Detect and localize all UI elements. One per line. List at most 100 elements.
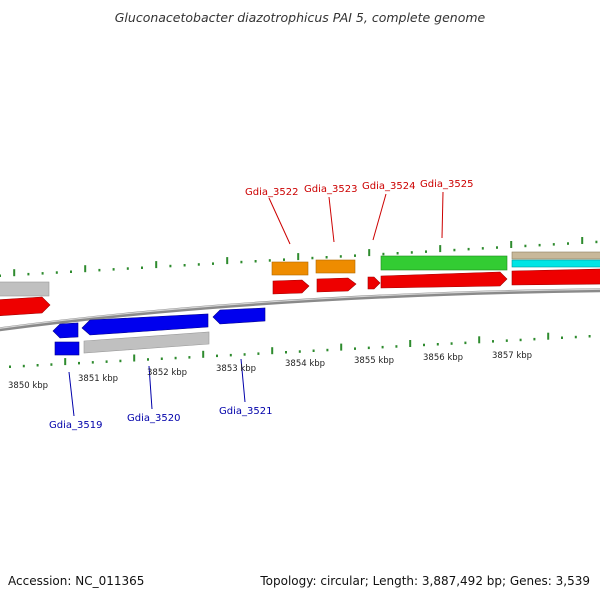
tick-minor (481, 247, 484, 250)
scale-label-3853: 3853 kbp (216, 364, 256, 374)
tick-minor (98, 268, 101, 272)
tick-major (13, 269, 16, 277)
green-feature-3525[interactable] (380, 255, 508, 271)
scale-label-3852: 3852 kbp (147, 368, 187, 378)
tick-minor (91, 361, 94, 364)
tick-minor (354, 254, 356, 257)
tick-minor (78, 361, 80, 365)
tick-minor (492, 340, 494, 343)
cyan-feature-right[interactable] (511, 259, 600, 268)
tick-major (547, 332, 550, 340)
tick-minor (243, 353, 246, 356)
tan-feature-right[interactable] (511, 251, 600, 260)
tick-minor (229, 353, 232, 357)
tick-minor (254, 260, 257, 263)
cds-arrow-right-red[interactable] (511, 268, 600, 286)
tick-minor (141, 266, 143, 269)
tick-major (340, 343, 343, 351)
gene-label-gdia-3523[interactable]: Gdia_3523 (304, 184, 357, 195)
tick-minor (160, 357, 163, 360)
cds-arrow-3522[interactable] (272, 279, 310, 295)
tick-minor (410, 251, 413, 254)
tick-minor (0, 274, 1, 277)
tick-minor (425, 250, 427, 253)
tick-minor (312, 349, 315, 352)
cds-block-3519b[interactable] (54, 341, 80, 356)
tick-minor (285, 351, 287, 354)
orange-feature-3523[interactable] (315, 259, 356, 274)
gray-feature-left[interactable] (0, 281, 50, 297)
scale-label-3854: 3854 kbp (285, 359, 325, 369)
cds-arrow-3521[interactable] (212, 307, 266, 325)
tick-minor (325, 256, 328, 259)
tick-minor (588, 335, 591, 338)
tick-minor (240, 260, 243, 264)
gene-label-gdia-3521[interactable]: Gdia_3521 (219, 406, 272, 417)
tick-major (271, 347, 274, 355)
reverse-features (52, 307, 266, 356)
tick-minor (533, 337, 536, 341)
tick-minor (467, 247, 470, 251)
tick-minor (36, 364, 39, 367)
tick-minor (41, 272, 44, 275)
cds-arrow-3520[interactable] (81, 313, 209, 336)
tick-minor (212, 262, 214, 265)
tick-minor (112, 268, 115, 271)
tick-major (64, 358, 67, 366)
tick-minor (126, 267, 129, 270)
tick-row-top (0, 237, 598, 277)
tick-minor (450, 342, 453, 345)
tick-minor (22, 364, 25, 368)
tick-minor (524, 244, 527, 248)
cds-arrow-3519a[interactable] (52, 322, 79, 339)
tick-minor (423, 343, 425, 347)
cds-arrow-left-red[interactable] (0, 296, 51, 316)
tick-minor (453, 248, 456, 252)
cds-arrow-3525[interactable] (380, 271, 508, 289)
gene-label-gdia-3519[interactable]: Gdia_3519 (49, 420, 102, 431)
tick-minor (595, 240, 598, 244)
tick-minor (9, 365, 11, 368)
gray-feature-3520[interactable] (83, 331, 210, 354)
tick-minor (436, 343, 439, 346)
cds-arrow-3524[interactable] (367, 276, 381, 290)
gene-label-gdia-3522[interactable]: Gdia_3522 (245, 187, 298, 198)
scale-label-3857: 3857 kbp (492, 351, 532, 361)
tick-minor (382, 252, 385, 256)
tick-minor (119, 359, 122, 363)
scale-label-3851: 3851 kbp (78, 374, 118, 384)
tick-minor (395, 345, 398, 348)
tick-major (409, 340, 412, 347)
tick-major (155, 261, 158, 269)
tick-minor (367, 346, 370, 350)
tick-minor (381, 345, 384, 349)
tick-minor (257, 352, 260, 355)
callout-lines-top (268, 191, 444, 245)
orange-feature-3522[interactable] (271, 261, 309, 276)
tick-minor (396, 252, 399, 255)
callout-lines-bottom (68, 358, 246, 417)
tick-minor (552, 243, 555, 246)
tick-major (478, 336, 481, 344)
tick-minor (216, 354, 218, 358)
scale-label-3856: 3856 kbp (423, 353, 463, 363)
scale-label-3850: 3850 kbp (8, 381, 48, 391)
tick-minor (561, 336, 563, 339)
gene-label-gdia-3524[interactable]: Gdia_3524 (362, 181, 415, 192)
tick-minor (50, 363, 53, 366)
map-title: Gluconacetobacter diazotrophicus PAI 5, … (114, 10, 486, 25)
tick-minor (311, 256, 314, 260)
scale-label-3855: 3855 kbp (354, 356, 394, 366)
gene-label-gdia-3520[interactable]: Gdia_3520 (127, 413, 180, 424)
tick-major (202, 350, 205, 358)
gene-label-gdia-3525[interactable]: Gdia_3525 (420, 179, 473, 190)
genome-stats-label: Topology: circular; Length: 3,887,492 bp… (260, 574, 590, 588)
accession-label: Accession: NC_011365 (8, 574, 145, 588)
cds-arrow-3523[interactable] (316, 277, 357, 293)
tick-major (133, 354, 136, 362)
tick-major (581, 237, 584, 244)
tick-minor (197, 263, 200, 266)
tick-minor (496, 246, 498, 249)
tick-major (84, 265, 87, 273)
